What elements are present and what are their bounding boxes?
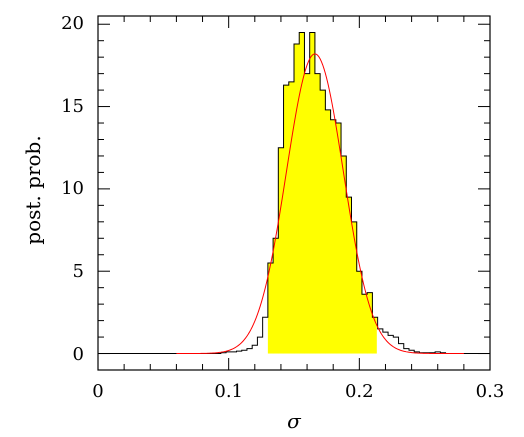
y-tick-label-15: 15 [61,96,84,117]
x-tick-label-0: 0 [92,381,103,402]
gaussian-fit-curve [176,53,464,355]
y-axis-label: post. prob. [21,135,45,244]
highlight-bar-29 [372,317,377,354]
highlight-bar-13 [288,81,295,354]
highlight-bar-9 [267,262,274,354]
highlight-bar-28 [367,292,373,354]
highlight-bar-24 [346,197,352,354]
y-tick-label-10: 10 [61,178,84,199]
y-tick-label-0: 0 [73,344,84,365]
highlight-bar-10 [273,238,279,354]
highlight-bar-19 [320,90,326,354]
highlight-bar-21 [330,119,337,354]
highlight-bar-18 [314,73,321,354]
x-tick-label-1: 0.1 [214,381,243,402]
histogram-outline [98,31,490,355]
highlight-bar-11 [278,147,285,354]
y-tick-label-5: 5 [73,261,84,282]
x-tick-labels: 0 0.1 0.2 0.3 [92,381,504,402]
y-tick-label-20: 20 [61,13,84,34]
x-axis-label: σ [287,409,302,433]
highlight-bar-25 [351,221,358,354]
highlight-bar-26 [356,271,363,354]
y-tick-labels: 0 5 10 15 20 [61,13,84,365]
highlight-bar-20 [325,109,332,354]
highlight-bar-14 [294,43,300,354]
x-tick-label-3: 0.3 [476,381,505,402]
highlight-bar-27 [361,294,368,354]
highlight-bar-23 [341,155,347,354]
x-tick-label-2: 0.2 [345,381,374,402]
highlight-bar-16 [304,73,311,354]
highlight-bar-12 [283,85,290,354]
highlight-bar-15 [299,32,305,354]
plot-frame [97,15,491,371]
plot-area [97,15,491,371]
highlight-bar-17 [309,32,316,354]
highlight-bar-22 [335,123,342,354]
